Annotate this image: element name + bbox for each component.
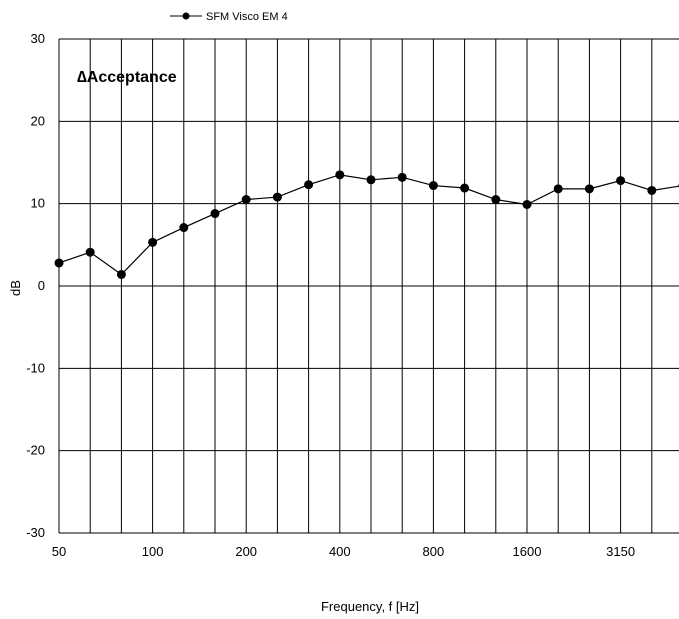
data-point: [460, 183, 470, 193]
y-tick-label: 30: [31, 31, 45, 46]
grid: [58, 38, 679, 534]
x-tick-label: 200: [235, 544, 257, 559]
data-point: [210, 209, 220, 219]
data-point: [241, 195, 251, 205]
x-tick-label: 800: [423, 544, 445, 559]
data-point: [616, 176, 626, 186]
data-point: [272, 192, 282, 202]
data-point: [116, 269, 126, 279]
y-tick-label: 10: [31, 196, 45, 211]
data-point: [428, 181, 438, 191]
x-axis-label: Frequency, f [Hz]: [321, 599, 419, 614]
x-tick-label: 400: [329, 544, 351, 559]
x-tick-label: 50: [52, 544, 66, 559]
legend-marker: [182, 12, 190, 20]
data-point: [584, 184, 594, 194]
y-tick-label: -20: [26, 443, 45, 458]
data-point: [54, 258, 64, 268]
y-tick-label: -30: [26, 525, 45, 540]
data-point: [647, 185, 657, 195]
y-axis-label: dB: [8, 280, 23, 296]
legend: SFM Visco EM 4: [170, 11, 288, 23]
y-tick-labels: -30 -20 -10 0 10 20 30: [26, 31, 45, 540]
series-sfm-visco-em4: [54, 170, 679, 279]
data-point: [335, 170, 345, 180]
x-tick-labels: 50 100 200 400 800 1600 3150: [52, 544, 635, 559]
x-tick-label: 1600: [513, 544, 542, 559]
data-point: [304, 180, 314, 190]
data-point: [491, 195, 501, 205]
data-point: [85, 247, 95, 257]
data-point: [366, 175, 376, 185]
x-tick-label: 3150: [606, 544, 635, 559]
data-point: [553, 184, 563, 194]
legend-label: SFM Visco EM 4: [206, 11, 288, 23]
y-tick-label: 0: [38, 278, 45, 293]
y-tick-label: 20: [31, 113, 45, 128]
data-point: [397, 172, 407, 182]
data-point: [179, 223, 189, 233]
data-point: [148, 237, 158, 247]
x-tick-label: 100: [142, 544, 164, 559]
chart-annotation: ∆Acceptance: [77, 69, 177, 86]
y-tick-label: -10: [26, 360, 45, 375]
data-point: [522, 199, 532, 209]
